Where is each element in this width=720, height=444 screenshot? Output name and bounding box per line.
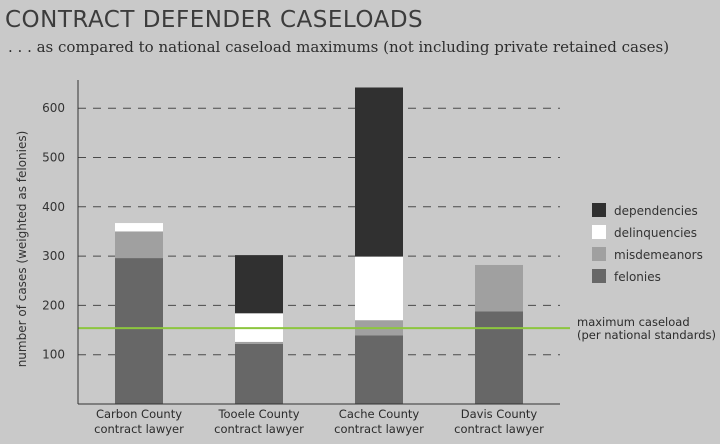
y-axis-label: number of cases (weighted as felonies) [15,131,29,368]
legend-swatch-felonies [592,269,606,283]
legend-label-misdemeanors: misdemeanors [614,248,703,262]
bar-misdemeanors-1 [115,231,163,259]
legend-label-felonies: felonies [614,270,661,284]
x-tick-label: contract lawyer [94,422,184,436]
bar-delinquencies-3 [355,256,403,321]
legend: dependencies delinquencies misdemeanors fel… [592,203,703,284]
y-tick-label: 600 [42,101,65,115]
legend-label-delinquencies: delinquencies [614,226,697,240]
x-tick-label: contract lawyer [334,422,424,436]
bar-felonies-3 [355,335,403,404]
bars [115,87,523,404]
x-tick-label: contract lawyer [454,422,544,436]
y-tick-label: 200 [42,298,65,312]
bar-dependencies-2 [235,255,283,314]
legend-swatch-delinquencies [592,225,606,239]
bar-dependencies-3 [355,87,403,257]
legend-swatch-misdemeanors [592,247,606,261]
bar-felonies-4 [475,311,523,404]
reference-line-group: maximum caseload(per national standards) [78,315,716,342]
x-tick-label: contract lawyer [214,422,304,436]
chart-subtitle: . . . as compared to national caseload m… [8,38,669,56]
y-tick-label: 100 [42,348,65,362]
reference-line-label: maximum caseload [577,315,690,329]
y-tick-label: 300 [42,249,65,263]
bar-felonies-2 [235,343,283,404]
bar-felonies-1 [115,258,163,404]
y-tick-label: 400 [42,200,65,214]
x-tick-label: Davis County [461,407,538,421]
reference-line-label: (per national standards) [577,328,716,342]
x-tick-label: Carbon County [96,407,182,421]
bar-delinquencies-1 [115,223,163,232]
bar-misdemeanors-4 [475,264,523,312]
bar-misdemeanors-2 [235,341,283,344]
x-tick-label: Cache County [339,407,420,421]
x-tick-label: Tooele County [217,407,299,421]
legend-label-dependencies: dependencies [614,204,698,218]
legend-swatch-dependencies [592,203,606,217]
chart-title: CONTRACT DEFENDER CASELOADS [5,7,423,33]
y-tick-label: 500 [42,151,65,165]
